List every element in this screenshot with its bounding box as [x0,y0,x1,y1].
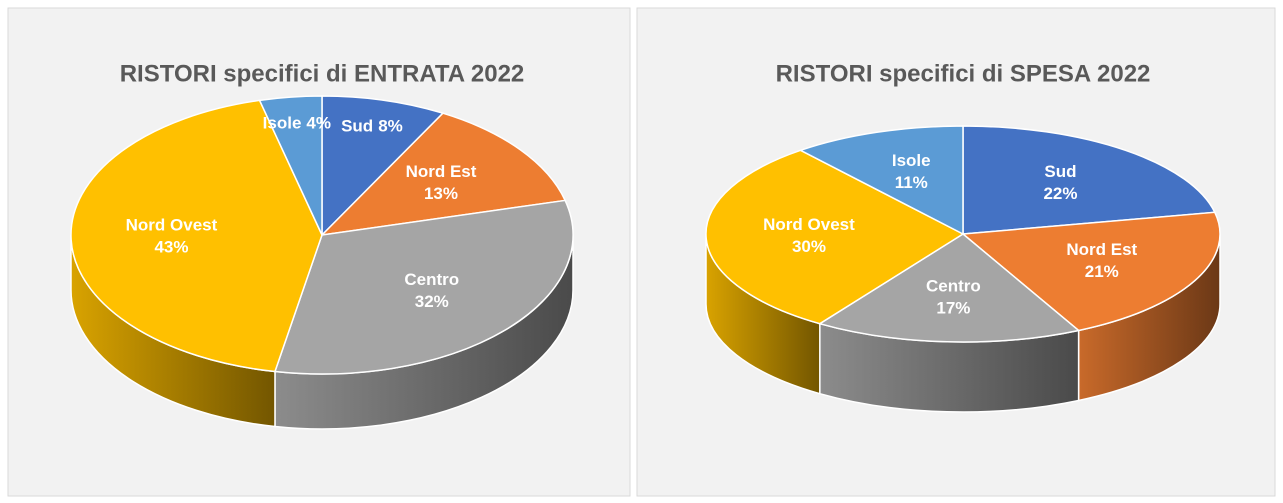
data-label: Sud 22% [1043,162,1077,203]
label-category: Isole [263,114,302,133]
label-category: Nord Est [406,162,477,181]
slice [321,95,445,237]
data-label: Nord Est 13% [406,162,477,203]
slice [961,211,1221,332]
slice [705,149,965,325]
chart-title: RISTORI specifici di ENTRATA 2022 [120,60,525,87]
slice [273,199,574,375]
label-category: Sud [341,117,373,136]
data-label: Isole 4% [263,114,331,133]
label-value: 8% [378,117,403,136]
slice [798,125,964,236]
label-value: 22% [1043,184,1077,203]
label-value: 17% [936,299,970,318]
label-category: Centro [926,277,981,296]
label-value: 32% [415,293,449,312]
data-label: Centro 17% [926,277,981,318]
label-value: 43% [154,238,188,257]
slice [70,99,323,373]
slice [258,95,323,236]
label-category: Nord Ovest [763,216,855,235]
data-label: Nord Ovest 30% [763,216,855,257]
label-value: 21% [1085,263,1119,282]
label-category: Nord Est [1066,241,1137,260]
label-value: 30% [792,238,826,257]
label-value: 13% [424,184,458,203]
slice [319,112,567,237]
slice [962,125,1216,235]
data-label: Sud 8% [341,117,403,136]
data-label: Nord Ovest 43% [126,216,218,257]
label-category: Nord Ovest [126,216,218,235]
label-value: 4% [306,114,331,133]
chart-title: RISTORI specifici di SPESA 2022 [776,60,1151,87]
data-label: Isole 11% [892,151,931,192]
data-label: Nord Est 21% [1066,241,1137,282]
label-category: Isole [892,151,931,170]
label-category: Sud [1044,162,1076,181]
data-label: Centro 32% [404,271,459,312]
slice [817,233,1081,343]
label-category: Centro [404,271,459,290]
label-value: 11% [895,173,928,192]
